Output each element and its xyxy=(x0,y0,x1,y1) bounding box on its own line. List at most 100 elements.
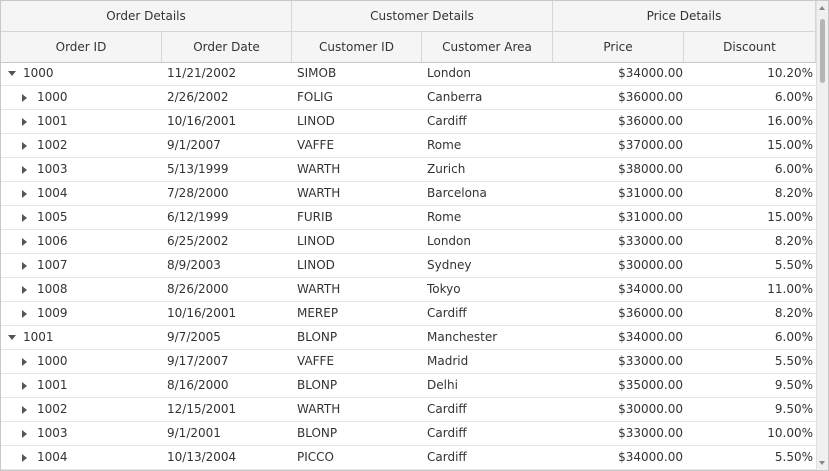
parent-row[interactable]: 1001 9/7/2005 BLONP Manchester $34000.00 6.00… xyxy=(1,326,816,350)
child-row[interactable]: 1003 9/1/2001 BLONP Cardiff $33000.00 10.00% xyxy=(1,422,816,446)
cell-order-date: 10/16/2001 xyxy=(167,114,237,128)
cell-discount: 5.50% xyxy=(774,354,813,368)
cell-customer-id: VAFFE xyxy=(297,354,335,368)
cell-price: $33000.00 xyxy=(618,354,683,368)
cell-customer-id: LINOD xyxy=(297,114,335,128)
column-header-price[interactable]: Price xyxy=(553,32,684,62)
cell-price: $34000.00 xyxy=(618,282,683,296)
cell-order-id: 1007 xyxy=(37,258,68,272)
cell-discount: 6.00% xyxy=(774,162,813,176)
expand-arrow-icon[interactable] xyxy=(22,230,27,253)
child-row[interactable]: 1001 10/16/2001 LINOD Cardiff $36000.00 16.00… xyxy=(1,110,816,134)
cell-price: $34000.00 xyxy=(618,450,683,464)
cell-order-date: 9/1/2001 xyxy=(167,426,221,440)
cell-customer-area: Tokyo xyxy=(427,282,461,296)
cell-customer-id: BLONP xyxy=(297,330,338,344)
cell-customer-area: Madrid xyxy=(427,354,469,368)
cell-order-date: 9/17/2007 xyxy=(167,354,229,368)
cell-order-id: 1000 xyxy=(23,66,54,80)
cell-order-id: 1000 xyxy=(37,354,68,368)
child-row[interactable]: 1000 2/26/2002 FOLIG Canberra $36000.00 6.00% xyxy=(1,86,816,110)
cell-customer-area: Rome xyxy=(427,138,462,152)
cell-order-id: 1004 xyxy=(37,450,68,464)
cell-customer-id: WARTH xyxy=(297,402,341,416)
cell-price: $36000.00 xyxy=(618,90,683,104)
cell-order-id: 1001 xyxy=(37,378,68,392)
expand-arrow-icon[interactable] xyxy=(22,374,27,397)
expand-arrow-icon[interactable] xyxy=(22,86,27,109)
cell-order-date: 5/13/1999 xyxy=(167,162,229,176)
expand-arrow-icon[interactable] xyxy=(22,422,27,445)
column-header-order-id[interactable]: Order ID xyxy=(1,32,162,62)
cell-order-id: 1003 xyxy=(37,426,68,440)
cell-order-id: 1008 xyxy=(37,282,68,296)
column-header-order-date[interactable]: Order Date xyxy=(162,32,292,62)
child-row[interactable]: 1005 6/12/1999 FURIB Rome $31000.00 15.00% xyxy=(1,206,816,230)
cell-price: $33000.00 xyxy=(618,426,683,440)
cell-discount: 6.00% xyxy=(774,330,813,344)
cell-customer-id: PICCO xyxy=(297,450,334,464)
cell-customer-id: SIMOB xyxy=(297,66,337,80)
child-row[interactable]: 1006 6/25/2002 LINOD London $33000.00 8.20% xyxy=(1,230,816,254)
cell-customer-id: WARTH xyxy=(297,186,341,200)
scroll-up-arrow-icon[interactable] xyxy=(819,6,825,10)
cell-customer-area: London xyxy=(427,66,471,80)
child-row[interactable]: 1008 8/26/2000 WARTH Tokyo $34000.00 11.00% xyxy=(1,278,816,302)
cell-customer-area: Cardiff xyxy=(427,450,467,464)
cell-order-date: 8/9/2003 xyxy=(167,258,221,272)
expand-arrow-icon[interactable] xyxy=(22,398,27,421)
expand-arrow-icon[interactable] xyxy=(22,302,27,325)
expand-arrow-icon[interactable] xyxy=(22,446,27,469)
cell-price: $36000.00 xyxy=(618,306,683,320)
grid-body: 1000 11/21/2002 SIMOB London $34000.00 10.20%… xyxy=(1,62,816,470)
child-row[interactable]: 1004 7/28/2000 WARTH Barcelona $31000.00 8.20… xyxy=(1,182,816,206)
expand-arrow-icon[interactable] xyxy=(22,350,27,373)
cell-customer-area: Cardiff xyxy=(427,306,467,320)
expand-arrow-icon[interactable] xyxy=(22,206,27,229)
column-header-discount[interactable]: Discount xyxy=(684,32,816,62)
header-group-customer-details[interactable]: Customer Details xyxy=(292,1,553,31)
cell-customer-area: Sydney xyxy=(427,258,472,272)
cell-discount: 5.50% xyxy=(774,258,813,272)
column-header-customer-id[interactable]: Customer ID xyxy=(292,32,422,62)
cell-order-date: 9/7/2005 xyxy=(167,330,221,344)
child-row[interactable]: 1009 10/16/2001 MEREP Cardiff $36000.00 8.20% xyxy=(1,302,816,326)
child-row[interactable]: 1001 8/16/2000 BLONP Delhi $35000.00 9.50% xyxy=(1,374,816,398)
cell-discount: 8.20% xyxy=(774,186,813,200)
cell-price: $35000.00 xyxy=(618,378,683,392)
cell-order-id: 1002 xyxy=(37,402,68,416)
header-group-order-details[interactable]: Order Details xyxy=(1,1,292,31)
child-row[interactable]: 1002 12/15/2001 WARTH Cardiff $30000.00 9.50% xyxy=(1,398,816,422)
column-header-customer-area[interactable]: Customer Area xyxy=(422,32,553,62)
cell-order-id: 1002 xyxy=(37,138,68,152)
cell-customer-id: WARTH xyxy=(297,282,341,296)
child-row[interactable]: 1003 5/13/1999 WARTH Zurich $38000.00 6.00% xyxy=(1,158,816,182)
vertical-scrollbar[interactable] xyxy=(816,1,828,470)
expand-arrow-icon[interactable] xyxy=(22,254,27,277)
cell-order-date: 12/15/2001 xyxy=(167,402,237,416)
expand-arrow-icon[interactable] xyxy=(22,182,27,205)
cell-order-date: 2/26/2002 xyxy=(167,90,229,104)
cell-discount: 10.00% xyxy=(767,426,813,440)
child-row[interactable]: 1000 9/17/2007 VAFFE Madrid $33000.00 5.50% xyxy=(1,350,816,374)
cell-customer-area: Barcelona xyxy=(427,186,487,200)
child-row[interactable]: 1004 10/13/2004 PICCO Cardiff $34000.00 5.50% xyxy=(1,446,816,470)
cell-order-date: 8/16/2000 xyxy=(167,378,229,392)
cell-discount: 10.20% xyxy=(767,66,813,80)
expand-arrow-icon[interactable] xyxy=(22,158,27,181)
header-group-price-details[interactable]: Price Details xyxy=(553,1,816,31)
cell-customer-id: LINOD xyxy=(297,234,335,248)
child-row[interactable]: 1007 8/9/2003 LINOD Sydney $30000.00 5.50% xyxy=(1,254,816,278)
parent-row[interactable]: 1000 11/21/2002 SIMOB London $34000.00 10.20% xyxy=(1,62,816,86)
scroll-down-arrow-icon[interactable] xyxy=(819,461,825,465)
collapse-arrow-icon[interactable] xyxy=(8,326,16,349)
expand-arrow-icon[interactable] xyxy=(22,278,27,301)
expand-arrow-icon[interactable] xyxy=(22,134,27,157)
cell-discount: 15.00% xyxy=(767,210,813,224)
child-row[interactable]: 1002 9/1/2007 VAFFE Rome $37000.00 15.00% xyxy=(1,134,816,158)
scrollbar-thumb[interactable] xyxy=(820,19,825,83)
collapse-arrow-icon[interactable] xyxy=(8,62,16,85)
expand-arrow-icon[interactable] xyxy=(22,110,27,133)
cell-customer-area: London xyxy=(427,234,471,248)
cell-order-id: 1000 xyxy=(37,90,68,104)
